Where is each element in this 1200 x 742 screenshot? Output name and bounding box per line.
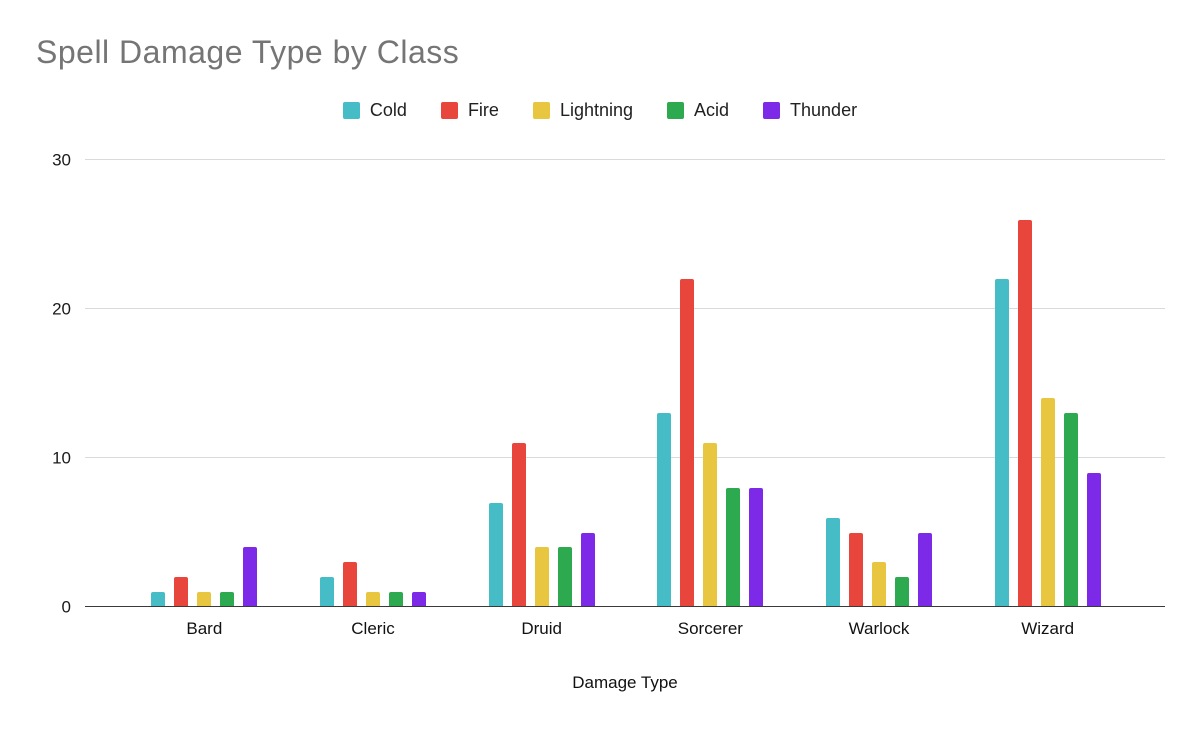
gridline-30 [85, 159, 1165, 160]
bar-group-wizard [963, 160, 1132, 607]
bar-wizard-fire[interactable] [1017, 219, 1032, 607]
bar-sorcerer-fire[interactable] [680, 279, 695, 607]
gridline-20 [85, 308, 1165, 310]
legend-swatch-lightning [532, 102, 550, 119]
bar-warlock-cold[interactable] [826, 517, 841, 607]
legend-label-thunder: Thunder [790, 100, 858, 120]
x-axis-baseline [85, 606, 1165, 607]
x-axis-label-bard: Bard [186, 619, 223, 638]
legend-label-cold: Cold [369, 100, 407, 120]
bar-warlock-fire[interactable] [849, 532, 864, 607]
y-tick-label-30: 30 [52, 150, 71, 170]
legend-item-thunder[interactable]: Thunder [763, 100, 857, 121]
bar-group-bard [120, 160, 289, 607]
x-axis-label-warlock: Warlock [848, 619, 910, 638]
bar-cleric-cold[interactable] [320, 577, 334, 607]
bar-druid-thunder[interactable] [580, 532, 595, 607]
x-axis-label-druid: Druid [521, 619, 562, 638]
legend-label-fire: Fire [467, 100, 499, 120]
legend-item-acid[interactable]: Acid [667, 100, 729, 121]
bar-sorcerer-lightning[interactable] [703, 443, 718, 607]
bar-group-druid [457, 160, 626, 607]
bar-bard-thunder[interactable] [243, 547, 258, 607]
bar-bard-fire[interactable] [174, 577, 189, 607]
x-axis-labels: Bard Cleric Druid Sorcerer Warlock Wizard [120, 619, 1132, 639]
bar-bard-acid[interactable] [220, 592, 235, 607]
x-axis-label-sorcerer: Sorcerer [677, 619, 743, 638]
y-tick-label-0: 0 [61, 597, 71, 617]
x-axis-title: Damage Type [572, 673, 678, 692]
legend-swatch-thunder [763, 102, 781, 119]
legend-item-cold[interactable]: Cold [342, 100, 407, 121]
bars-layer [120, 160, 1132, 607]
bar-druid-cold[interactable] [488, 502, 503, 607]
bar-druid-lightning[interactable] [534, 547, 549, 607]
bar-cleric-fire[interactable] [343, 562, 357, 607]
y-tick-label-20: 20 [52, 299, 71, 319]
bar-bard-lightning[interactable] [197, 592, 212, 607]
bar-group-cleric [289, 160, 458, 607]
legend-item-lightning[interactable]: Lightning [532, 100, 634, 121]
legend-swatch-cold [342, 102, 360, 119]
bar-sorcerer-thunder[interactable] [749, 487, 764, 607]
plot-area: 0 10 20 30 [52, 152, 1165, 616]
chart-title: Spell Damage Type by Class [36, 34, 460, 70]
bar-cleric-acid[interactable] [389, 592, 403, 607]
gridline-10 [85, 457, 1165, 459]
legend: Cold Fire Lightning Acid Thunder [0, 100, 1200, 121]
bar-druid-fire[interactable] [511, 443, 526, 607]
legend-item-fire[interactable]: Fire [440, 100, 499, 121]
legend-swatch-acid [667, 102, 685, 119]
bar-warlock-acid[interactable] [895, 577, 910, 607]
bar-warlock-lightning[interactable] [872, 562, 887, 607]
legend-label-lightning: Lightning [559, 100, 634, 120]
bar-cleric-lightning[interactable] [366, 592, 380, 607]
bar-wizard-cold[interactable] [994, 279, 1009, 607]
legend-swatch-fire [440, 102, 458, 119]
bar-bard-cold[interactable] [151, 592, 166, 607]
x-axis-label-cleric: Cleric [351, 619, 395, 638]
bar-sorcerer-acid[interactable] [726, 487, 741, 607]
bar-wizard-thunder[interactable] [1086, 472, 1101, 607]
legend-label-acid: Acid [694, 100, 730, 120]
bar-sorcerer-cold[interactable] [657, 413, 672, 607]
bar-cleric-thunder[interactable] [412, 592, 426, 607]
bar-wizard-lightning[interactable] [1040, 398, 1055, 607]
y-tick-label-10: 10 [52, 448, 71, 468]
bar-druid-acid[interactable] [557, 547, 572, 607]
bar-group-warlock [795, 160, 964, 607]
bar-wizard-acid[interactable] [1063, 413, 1078, 607]
bar-group-sorcerer [626, 160, 795, 607]
bar-warlock-thunder[interactable] [918, 532, 933, 607]
x-axis-label-wizard: Wizard [1021, 619, 1075, 638]
